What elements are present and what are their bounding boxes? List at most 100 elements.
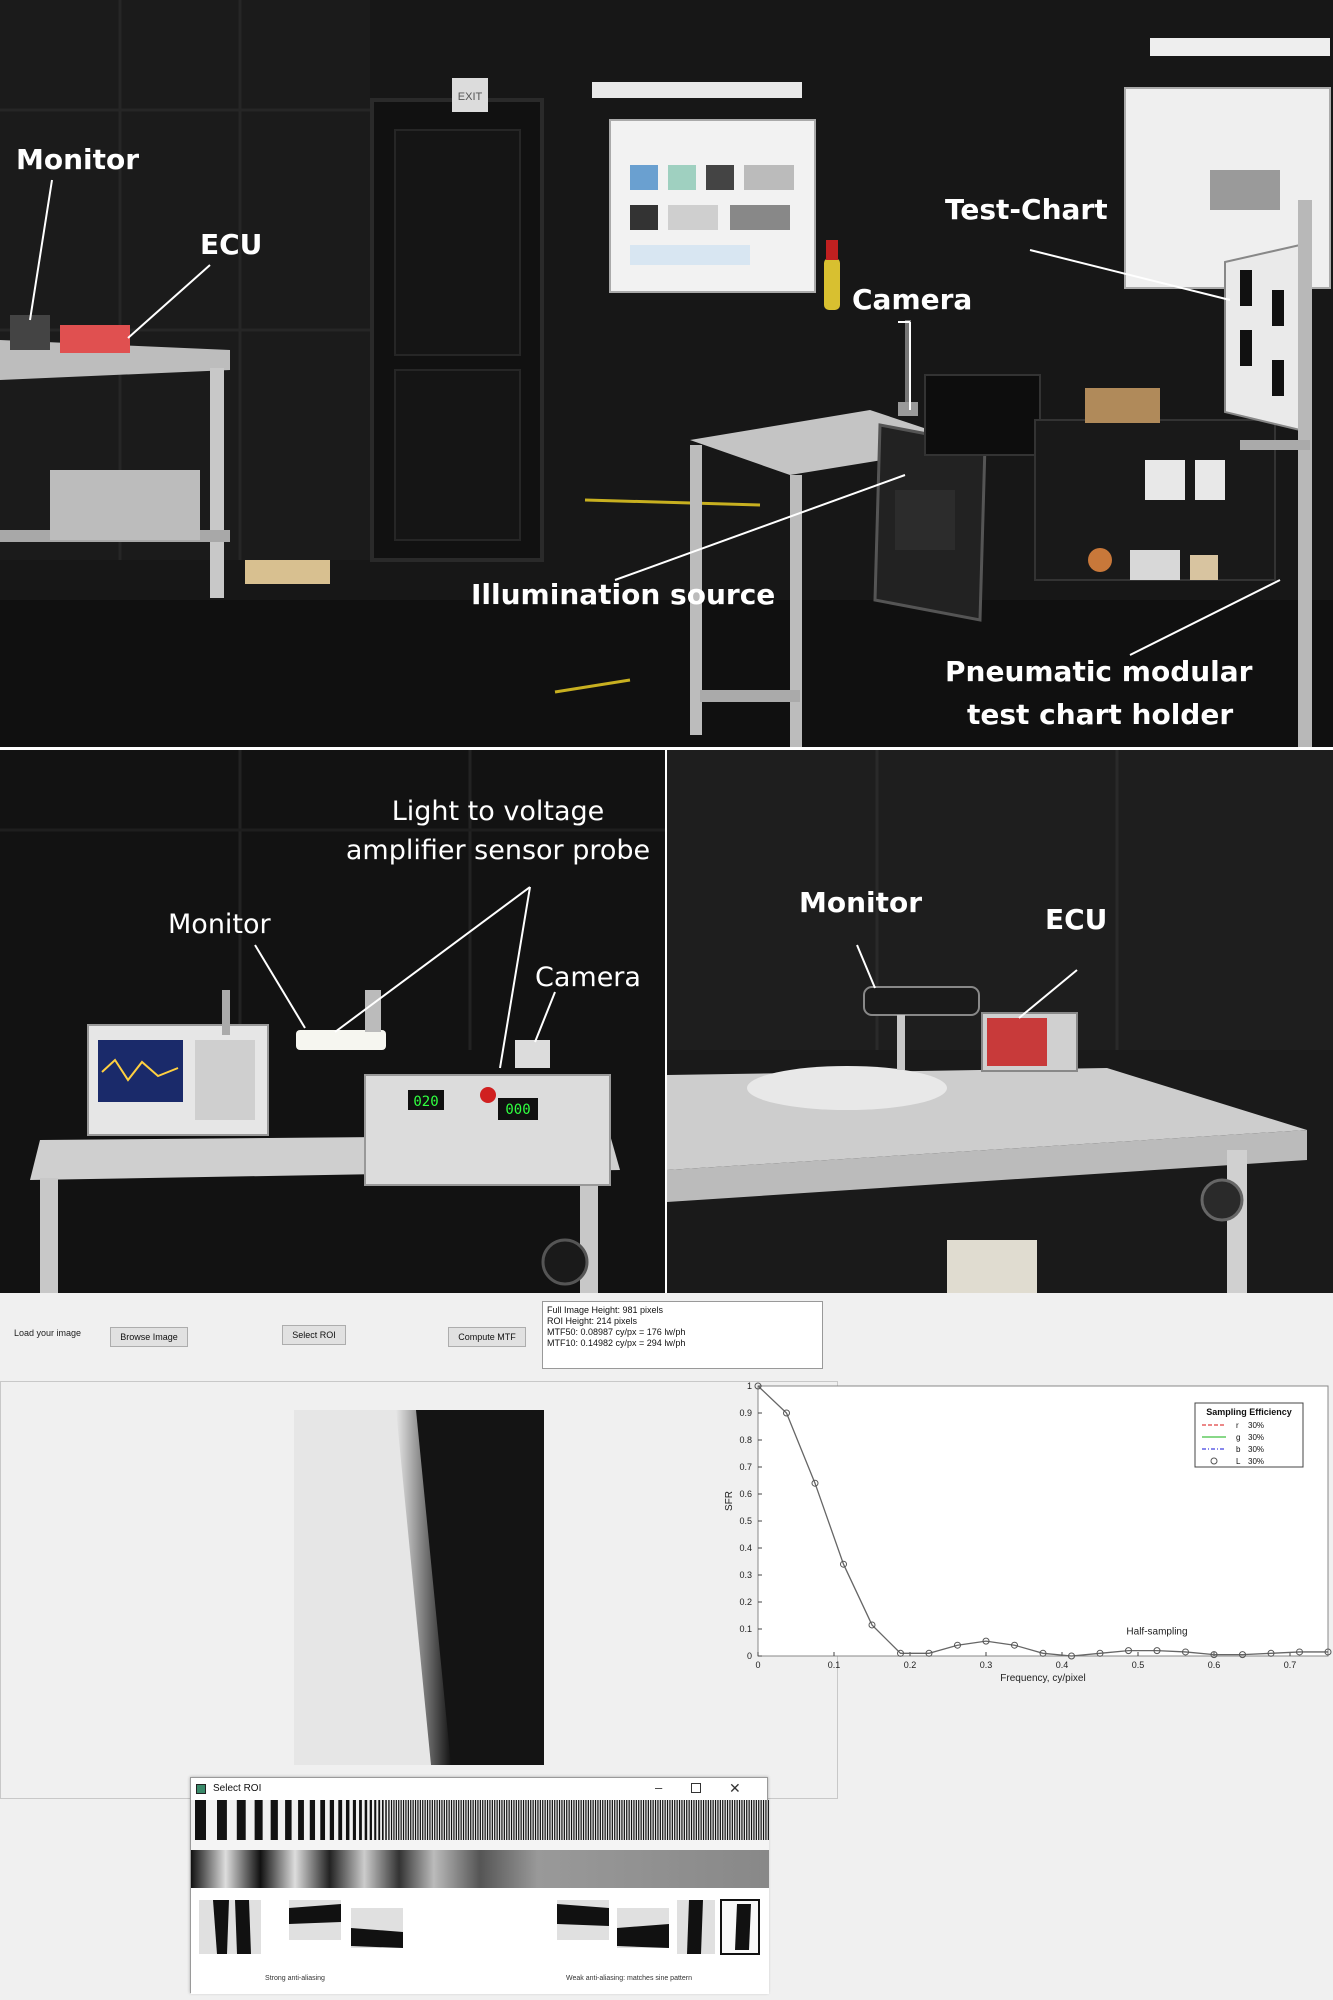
bar-stripe [635,1800,637,1840]
bar-stripe [746,1800,748,1840]
bar-stripe [616,1800,618,1840]
bar-stripe [640,1800,642,1840]
bar-stripe [702,1800,705,1840]
bar-stripe [329,1800,335,1840]
bar-stripe [400,1800,402,1840]
bar-stripe [645,1800,647,1840]
data-point [1125,1647,1132,1655]
y-tick-label: 0.1 [739,1624,752,1634]
bar-stripe [441,1800,443,1840]
bar-stripe [573,1800,575,1840]
data-point [868,1621,876,1629]
bar-stripe [556,1800,558,1840]
x-tick-label: 0.7 [1284,1660,1297,1670]
bar-stripe [426,1800,429,1840]
caption-weak-antialiasing: Weak anti-aliasing: matches sine pattern [566,1975,692,1982]
bar-stripe [542,1800,544,1840]
bar-stripe [429,1800,431,1840]
data-point [1182,1648,1189,1656]
load-image-label: Load your image [14,1328,82,1338]
bar-stripe [522,1800,525,1840]
y-tick-label: 0.3 [739,1570,752,1580]
monitor-ecu-illustration [667,750,1333,1293]
bar-stripe [465,1800,467,1840]
bar-stripe [767,1800,769,1840]
select-roi-button[interactable]: Select ROI [282,1325,346,1345]
label-monitor: Monitor [16,143,140,176]
bar-stripe [402,1800,405,1840]
bar-stripe [722,1800,724,1840]
photo-sensor-setup: 020 000 Light to voltage amplifier senso… [0,750,665,1293]
bar-stripe [443,1800,445,1840]
label-camera-left: Camera [535,962,641,993]
bar-stripe [270,1800,278,1840]
y-tick-label: 0 [747,1651,752,1661]
bar-stripe [352,1800,356,1840]
bar-stripe [515,1800,517,1840]
bar-stripe [729,1800,731,1840]
bar-stripe [604,1800,606,1840]
bar-stripe [686,1800,688,1840]
bar-stripe [422,1800,424,1840]
bar-stripe [602,1800,604,1840]
bar-stripe [568,1800,570,1840]
x-axis-label: Frequency, cy/pixel [1000,1673,1085,1684]
lab-overview-illustration: EXIT [0,0,1333,747]
bar-stripe [489,1800,491,1840]
bar-stripe [628,1800,630,1840]
close-icon[interactable]: ✕ [729,1780,741,1796]
bar-stripe [498,1800,501,1840]
browse-image-button[interactable]: Browse Image [110,1327,188,1347]
bar-stripe [719,1800,721,1840]
bar-stripe [458,1800,460,1840]
legend-name: g [1236,1433,1240,1442]
bar-stripe [688,1800,690,1840]
bar-stripe [750,1800,753,1840]
bar-stripe [518,1800,520,1840]
bar-stripe [734,1800,736,1840]
bar-stripe [726,1800,729,1840]
bar-stripe [378,1800,381,1840]
bar-stripe [741,1800,743,1840]
bar-stripe [217,1800,227,1840]
bar-stripe [748,1800,750,1840]
bar-stripe [558,1800,561,1840]
bar-stripe [434,1800,436,1840]
bar-stripe [760,1800,762,1840]
bar-stripe [674,1800,676,1840]
bar-stripe [405,1800,407,1840]
bar-stripe [566,1800,568,1840]
edge-roi-image [294,1410,544,1765]
bar-stripe [614,1800,616,1840]
maximize-icon[interactable] [691,1783,701,1793]
results-info-box: Full Image Height: 981 pixels ROI Height… [542,1301,823,1369]
photo-lab-overview: EXIT [0,0,1333,747]
bar-stripe [554,1800,556,1840]
bar-stripe [385,1800,387,1840]
label-monitor-left: Monitor [168,909,271,940]
bar-stripe [431,1800,433,1840]
legend-value: 30% [1248,1421,1264,1430]
minimize-icon[interactable]: – [655,1780,663,1795]
bar-stripe [642,1800,645,1840]
data-point [1210,1651,1218,1659]
data-point [1011,1641,1018,1649]
y-tick-label: 0.2 [739,1597,752,1607]
bar-stripe [462,1800,465,1840]
bar-stripe [575,1800,577,1840]
data-point [1296,1648,1303,1656]
bar-stripe [254,1800,263,1840]
bar-stripe [510,1800,513,1840]
data-point [1239,1651,1246,1659]
compute-mtf-button[interactable]: Compute MTF [448,1327,526,1347]
bar-stripe [712,1800,714,1840]
bar-stripe [453,1800,455,1840]
bar-stripe [450,1800,453,1840]
bar-stripe [448,1800,450,1840]
bar-stripe [693,1800,695,1840]
bar-stripe [762,1800,765,1840]
bar-stripe [496,1800,498,1840]
caption-strong-antialiasing: Strong anti-aliasing [265,1975,325,1982]
data-point [811,1479,819,1487]
data-point [840,1560,847,1568]
